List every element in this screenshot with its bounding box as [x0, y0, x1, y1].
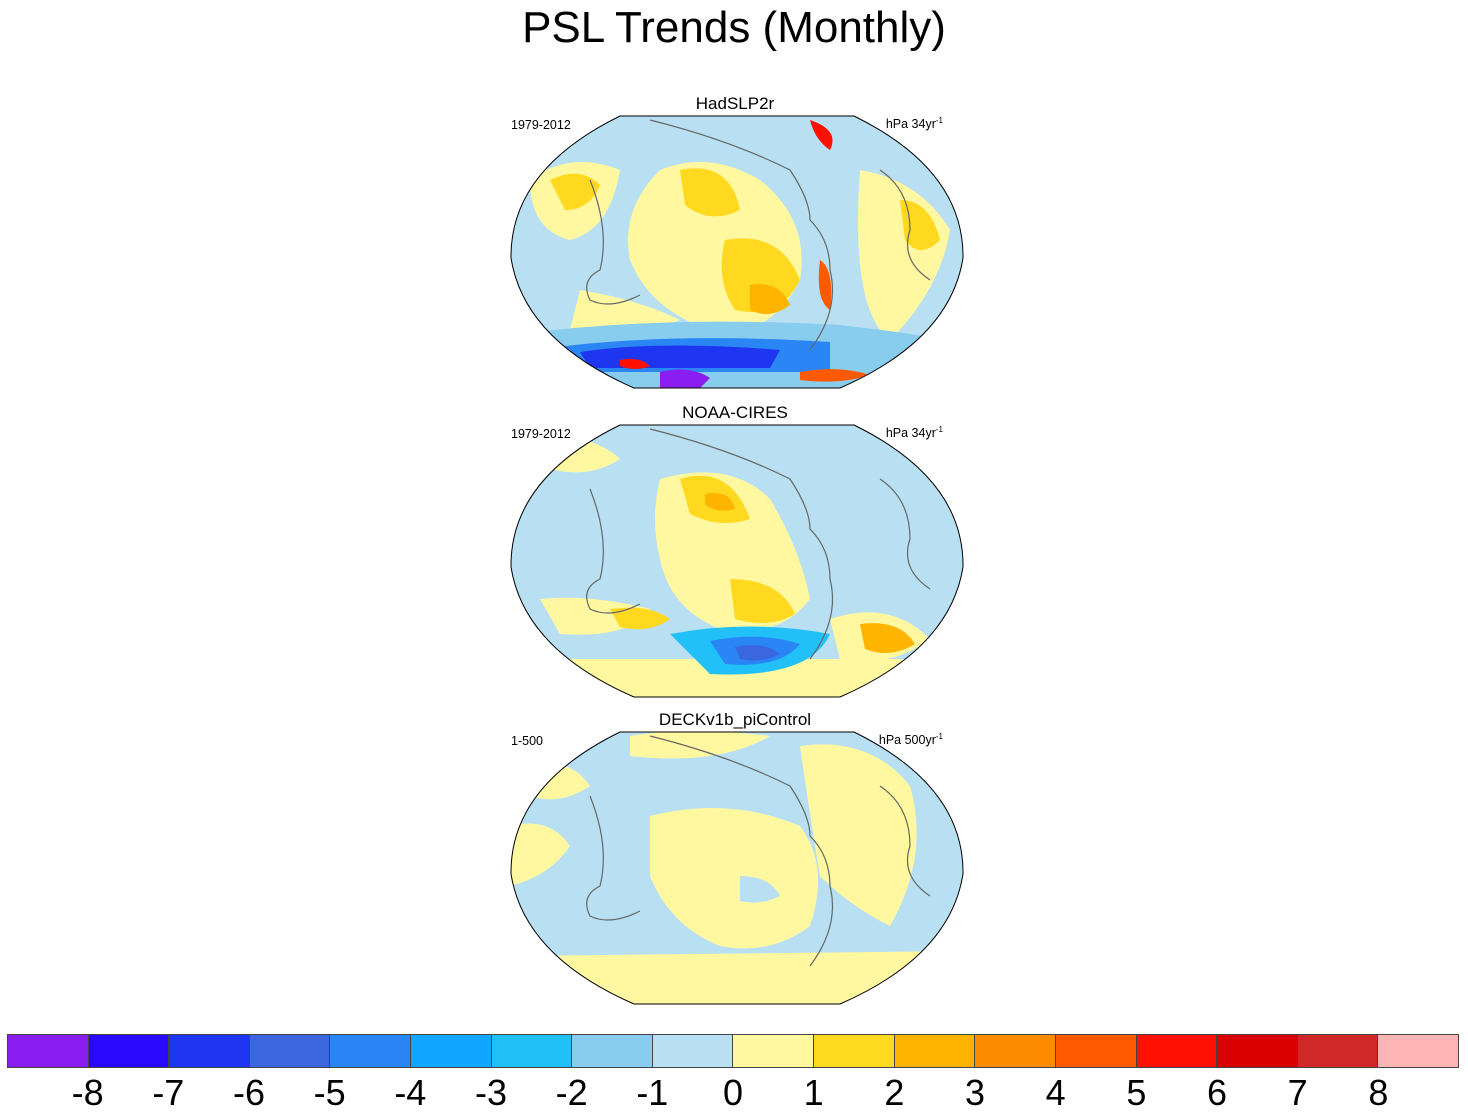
panel-units: hPa 34yr-1: [885, 116, 943, 132]
panel-period: 1979-2012: [511, 427, 571, 441]
colorbar-cell: [491, 1035, 573, 1067]
panel-title: HadSLP2r: [695, 94, 775, 113]
colorbar-cell: [1217, 1035, 1298, 1067]
colorbar-tick-label: 5: [1126, 1072, 1147, 1113]
colorbar-tick-label: -6: [232, 1072, 265, 1113]
map-hadslp2r: [510, 115, 964, 389]
colorbar-cell: [1378, 1035, 1458, 1067]
map-noaa-cires: [510, 424, 964, 698]
colorbar-tick-label: -2: [555, 1072, 588, 1113]
panel-period: 1-500: [511, 734, 543, 748]
map-panel-hadslp2r: HadSLP2r 1979-2012 hPa 34yr-1: [505, 94, 965, 394]
colorbar: [7, 1034, 1459, 1068]
colorbar-cell: [894, 1035, 976, 1067]
colorbar-tick-label: 0: [722, 1072, 744, 1113]
colorbar-cell: [249, 1035, 331, 1067]
colorbar-tick-label: 8: [1368, 1072, 1389, 1113]
colorbar-cell: [1055, 1035, 1137, 1067]
colorbar-cell: [814, 1035, 895, 1067]
colorbar-cell: [975, 1035, 1056, 1067]
colorbar-cell: [733, 1035, 815, 1067]
figure-title: PSL Trends (Monthly): [522, 3, 946, 52]
map-deckv1b-picontrol: [510, 731, 964, 1005]
colorbar-tick-label: 1: [803, 1072, 824, 1113]
colorbar-tick-label: 4: [1045, 1072, 1066, 1113]
map-panel-noaa-cires: NOAA-CIRES 1979-2012 hPa 34yr-1: [505, 403, 965, 703]
colorbar-tick-label: 3: [964, 1072, 986, 1113]
colorbar-tick-label: -5: [313, 1072, 346, 1113]
panel-units: hPa 34yr-1: [885, 425, 943, 441]
colorbar-cell: [572, 1035, 653, 1067]
colorbar-cell: [1297, 1035, 1379, 1067]
panel-period: 1979-2012: [511, 118, 571, 132]
colorbar-cell: [652, 1035, 734, 1067]
colorbar-cell: [169, 1035, 250, 1067]
map-panel-deckv1b-picontrol: DECKv1b_piControl 1-500 hPa 500yr-1: [505, 710, 965, 1010]
colorbar-tick-label: 7: [1287, 1072, 1308, 1113]
panel-title: DECKv1b_piControl: [658, 710, 812, 729]
colorbar-cell: [411, 1035, 492, 1067]
colorbar-tick-label: 2: [884, 1072, 905, 1113]
colorbar-cell: [8, 1035, 89, 1067]
panel-title: NOAA-CIRES: [682, 403, 788, 422]
panel-units: hPa 500yr-1: [878, 732, 943, 748]
colorbar-tick-label: -3: [474, 1072, 507, 1113]
colorbar-cell: [1136, 1035, 1218, 1067]
colorbar-tick-label: -8: [71, 1072, 104, 1113]
colorbar-tick-label: -4: [394, 1072, 427, 1113]
colorbar-tick-label: -1: [636, 1072, 669, 1113]
colorbar-cell: [88, 1035, 170, 1067]
colorbar-tick-label: -7: [152, 1072, 185, 1113]
colorbar-tick-label: 6: [1206, 1072, 1228, 1113]
colorbar-cell: [330, 1035, 412, 1067]
